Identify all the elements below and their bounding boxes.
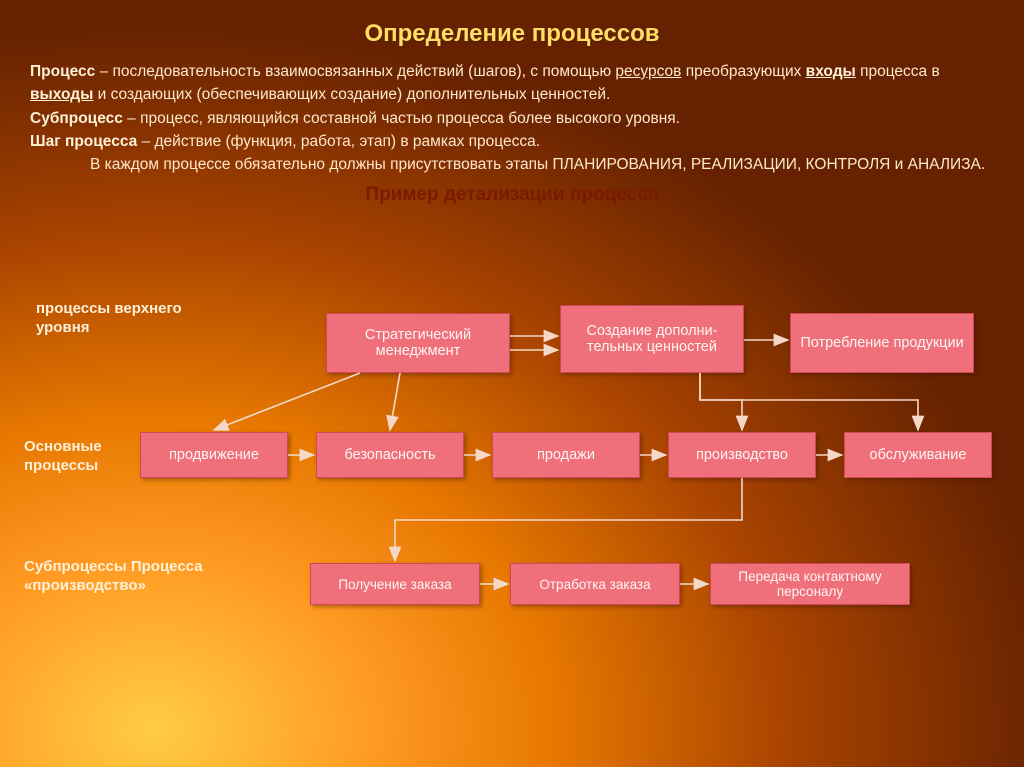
box-service: обслуживание <box>844 432 992 478</box>
box-handover: Передача контактному персоналу <box>710 563 910 605</box>
term-process: Процесс <box>30 63 95 80</box>
box-order-processing: Отработка заказа <box>510 563 680 605</box>
box-additional-values: Создание дополни- тельных ценностей <box>560 305 744 373</box>
box-sales: продажи <box>492 432 640 478</box>
box-security: безопасность <box>316 432 464 478</box>
def-step: Шаг процесса – действие (функция, работа… <box>30 130 994 153</box>
box-promotion: продвижение <box>140 432 288 478</box>
box-strategic-management: Стратегический менеджмент <box>326 313 510 373</box>
label-main-processes: Основные процессы <box>24 438 134 476</box>
box-order-receipt: Получение заказа <box>310 563 480 605</box>
label-top-processes: процессы верхнего уровня <box>36 300 236 338</box>
slide-title: Определение процессов <box>30 20 994 48</box>
def-process: Процесс – последовательность взаимосвяза… <box>30 60 994 107</box>
box-consumption: Потребление продукции <box>790 313 974 373</box>
definitions-block: Процесс – последовательность взаимосвяза… <box>30 60 994 176</box>
def-subprocess: Субпроцесс – процесс, являющийся составн… <box>30 107 994 130</box>
def-phases: В каждом процессе обязательно должны при… <box>30 153 994 176</box>
label-subprocesses: Субпроцессы Процесса «производство» <box>24 558 304 596</box>
example-subtitle: Пример детализации процесса <box>30 184 994 206</box>
box-production: производство <box>668 432 816 478</box>
